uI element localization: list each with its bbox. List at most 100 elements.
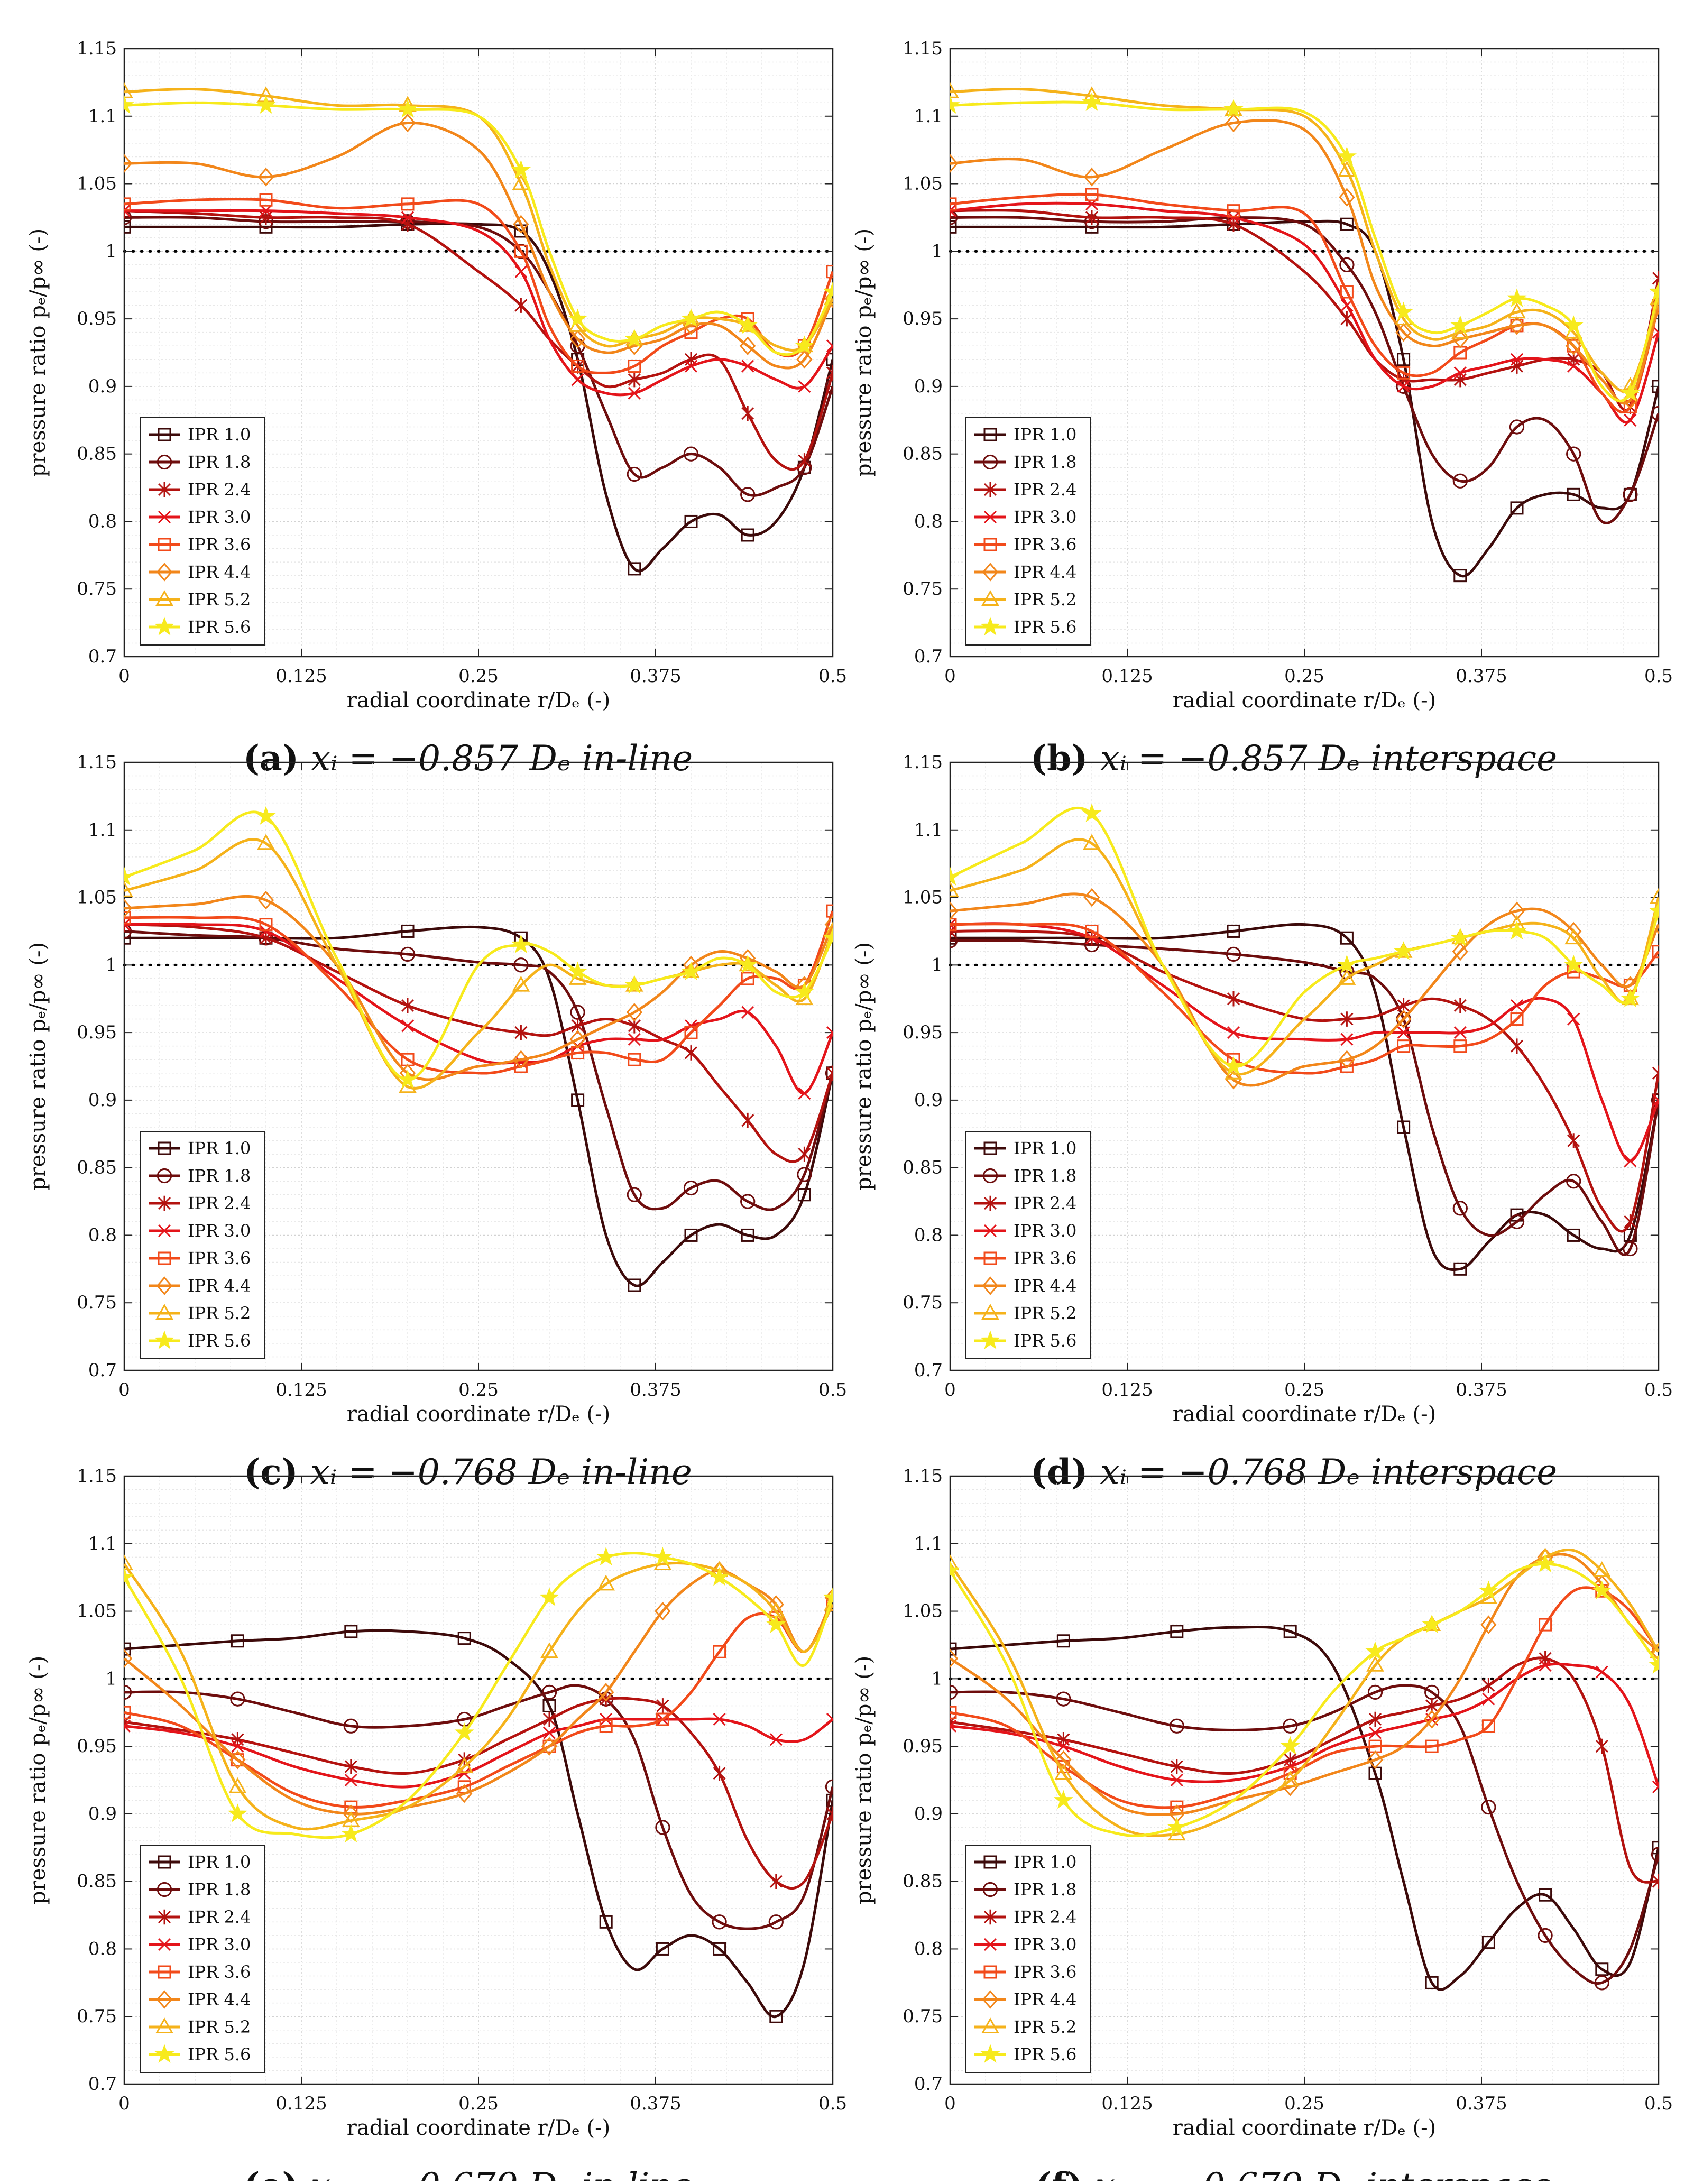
- x-axis-label: radial coordinate r/Dₑ (-): [347, 2116, 610, 2140]
- data-point: [231, 1740, 244, 1753]
- data-point: [341, 1823, 361, 1843]
- data-point: [1225, 1070, 1242, 1090]
- data-point: [1394, 301, 1414, 321]
- legend-label: IPR 3.0: [1014, 1221, 1076, 1241]
- series-group: [950, 82, 1659, 583]
- data-point: [656, 1942, 669, 1956]
- caption-kind: interspace: [1371, 1452, 1557, 1492]
- data-point: [824, 915, 833, 934]
- series-group: [124, 806, 833, 1292]
- data-point: [1397, 380, 1410, 393]
- data-point: [797, 1188, 811, 1202]
- caption-position: xᵢ = −0.768 Dₑ: [310, 1452, 581, 1492]
- series-line-ipr-3-6: [950, 923, 1659, 1075]
- legend-label: IPR 5.2: [1014, 589, 1076, 610]
- data-point: [1223, 1056, 1244, 1075]
- series-line-ipr-1-8: [124, 1684, 833, 1930]
- legend-marker: [983, 538, 997, 551]
- legend-label: IPR 1.0: [1014, 1138, 1076, 1158]
- caption-kind: in-line: [581, 1452, 692, 1492]
- x-tick-label: 0.375: [1456, 666, 1507, 687]
- data-point: [683, 446, 699, 462]
- data-point: [401, 998, 415, 1013]
- data-point: [1170, 1625, 1184, 1638]
- data-point: [769, 1874, 783, 1889]
- legend-label: IPR 5.2: [188, 2017, 251, 2037]
- data-point: [1397, 366, 1411, 380]
- y-axis-label: pressure ratio pₑ/p∞ (-): [26, 1656, 50, 1904]
- y-tick-label: 1.15: [77, 1466, 117, 1487]
- data-point: [1592, 1580, 1612, 1600]
- data-point: [1539, 1888, 1552, 1902]
- y-tick-label: 0.85: [77, 444, 117, 465]
- y-tick-label: 0.75: [77, 578, 117, 600]
- data-point: [1340, 1033, 1354, 1046]
- data-point: [455, 1757, 474, 1773]
- data-point: [1424, 1710, 1440, 1729]
- y-tick-label: 1.15: [903, 752, 943, 773]
- data-point: [1397, 1026, 1410, 1039]
- legend-label: IPR 1.0: [1014, 425, 1076, 445]
- data-point: [401, 211, 415, 224]
- data-point: [1397, 1039, 1411, 1053]
- subfigure-caption: (e) xᵢ = −0.679 Dₑ in-line: [243, 2165, 693, 2181]
- series-line-ipr-1-0: [950, 1626, 1659, 1991]
- data-point: [655, 1820, 670, 1835]
- data-point: [1478, 1580, 1498, 1600]
- data-point: [826, 1712, 833, 1726]
- data-point: [1508, 316, 1525, 335]
- legend-label: IPR 5.6: [1014, 1331, 1076, 1351]
- data-point: [1652, 945, 1659, 959]
- y-tick-label: 0.8: [914, 1224, 943, 1246]
- series-line-ipr-4-4: [124, 121, 833, 370]
- data-point: [1624, 1154, 1637, 1167]
- data-point: [798, 453, 811, 468]
- y-tick-label: 1.05: [77, 1601, 117, 1622]
- data-point: [343, 1718, 358, 1734]
- data-point: [950, 95, 960, 114]
- data-point: [1227, 924, 1240, 938]
- data-point: [1397, 353, 1411, 366]
- data-point: [1650, 888, 1659, 904]
- data-point: [741, 1112, 754, 1128]
- data-point: [950, 933, 958, 948]
- data-point: [1652, 1065, 1659, 1081]
- caption-label: (e): [243, 2165, 310, 2181]
- data-point: [1620, 988, 1640, 1008]
- data-point: [257, 168, 274, 187]
- data-point: [124, 82, 133, 98]
- data-point: [823, 281, 833, 300]
- data-point: [1453, 1262, 1467, 1276]
- series-line-ipr-5-6: [950, 100, 1659, 402]
- y-tick-label: 1.1: [914, 106, 943, 127]
- data-point: [1453, 366, 1467, 380]
- y-tick-label: 0.7: [914, 1360, 943, 1381]
- data-point: [681, 308, 701, 327]
- data-point: [569, 329, 586, 349]
- legend-marker: [157, 454, 172, 470]
- y-tick-label: 1.15: [903, 38, 943, 59]
- caption-label: (d): [1030, 1451, 1100, 1492]
- data-point: [257, 834, 275, 850]
- data-point: [513, 957, 529, 973]
- data-point: [1226, 946, 1241, 962]
- legend-label: IPR 1.0: [188, 425, 251, 445]
- data-point: [1652, 326, 1659, 339]
- data-point: [1082, 803, 1102, 822]
- y-tick-label: 1.05: [903, 887, 943, 908]
- y-tick-label: 1: [931, 954, 943, 975]
- y-tick-label: 0.75: [903, 2006, 943, 2027]
- data-point: [826, 904, 833, 918]
- data-point: [950, 1560, 960, 1579]
- data-point: [950, 1554, 959, 1571]
- data-point: [1482, 1692, 1495, 1706]
- legend-marker: [982, 1276, 999, 1295]
- legend-label: IPR 3.6: [1014, 1962, 1076, 1982]
- data-point: [1652, 299, 1659, 312]
- series-line-ipr-3-0: [950, 1662, 1659, 1787]
- y-axis-label: pressure ratio pₑ/p∞ (-): [852, 942, 876, 1191]
- legend-marker: [155, 590, 173, 606]
- y-tick-label: 0.95: [77, 1736, 117, 1757]
- data-point: [1649, 900, 1659, 919]
- data-point: [826, 1598, 833, 1611]
